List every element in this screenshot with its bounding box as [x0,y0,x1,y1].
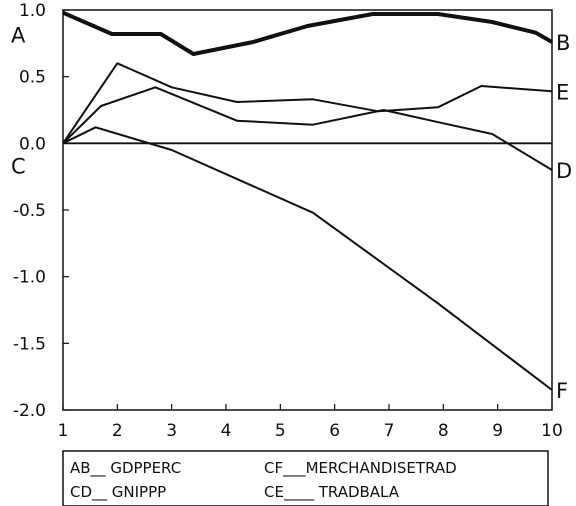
x-tick-label: 6 [329,421,340,441]
series-end-label-tradbala: E [556,80,569,104]
legend-entry-gdpperc: AB__ GDPPERC [70,459,181,478]
x-tick-label: 8 [438,421,449,441]
series-start-label-gdpperc: A [11,24,26,48]
series-line-gnippp [62,86,553,171]
y-tick-label: 0.0 [19,134,46,154]
y-tick-label: -2.0 [13,401,46,421]
y-tick-label: -1.5 [13,334,46,354]
x-tick-label: 9 [492,421,503,441]
series-line-tradbala [62,62,553,144]
x-tick-label: 3 [166,421,177,441]
legend-entry-tradbala: CE____ TRADBALA [264,483,400,502]
x-axis-ticks: 1 2 3 4 5 6 7 8 9 10 [58,404,563,441]
x-tick-label: 10 [541,421,563,441]
x-tick-label: 4 [221,421,232,441]
series-end-label-gnippp: D [556,159,572,183]
series-end-label-gdpperc: B [556,31,570,55]
series-end-label-merchandisetrad: F [556,379,568,403]
y-axis-ticks: 1.0 0.5 0.0 -0.5 -1.0 -1.5 -2.0 [13,1,69,421]
x-tick-label: 5 [275,421,286,441]
series-start-label-gnippp: C [11,154,26,178]
legend-entry-gnippp: CD__ GNIPPP [70,483,166,502]
x-tick-label: 1 [58,421,69,441]
legend-box [62,450,549,506]
y-tick-label: 1.0 [19,1,46,21]
series-line-gdpperc [62,10,553,56]
y-tick-label: -0.5 [13,201,46,221]
series-lines [62,10,553,391]
x-tick-label: 2 [112,421,123,441]
x-tick-label: 7 [384,421,395,441]
series-end-labels: A B C D E F [11,24,572,403]
y-tick-label: 0.5 [19,68,46,88]
legend: AB__ GDPPERC CF___MERCHANDISETRAD CD__ G… [62,450,549,506]
legend-entry-merchandisetrad: CF___MERCHANDISETRAD [264,459,457,478]
y-tick-label: -1.0 [13,268,46,288]
series-line-merchandisetrad [62,126,553,391]
